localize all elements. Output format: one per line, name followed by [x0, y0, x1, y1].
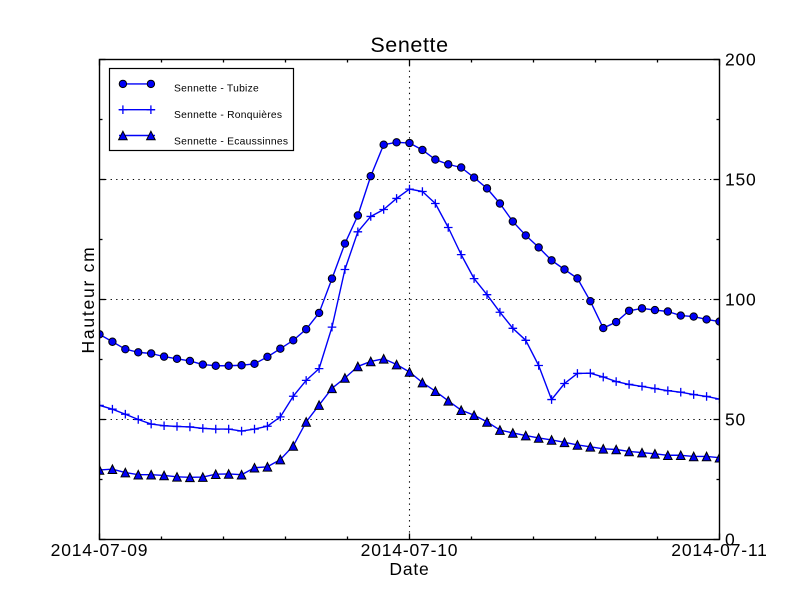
svg-text:Sennette - Ecaussinnes: Sennette - Ecaussinnes — [174, 137, 288, 148]
svg-text:Sennette - Tubize: Sennette - Tubize — [174, 83, 259, 94]
svg-text:200: 200 — [725, 50, 756, 70]
svg-text:50: 50 — [725, 410, 746, 430]
svg-text:Hauteur cm: Hauteur cm — [78, 246, 98, 354]
svg-text:2014-07-09: 2014-07-09 — [51, 540, 149, 560]
svg-text:0: 0 — [725, 530, 735, 550]
svg-text:Senette: Senette — [370, 33, 448, 57]
svg-text:100: 100 — [725, 290, 756, 310]
svg-text:2014-07-10: 2014-07-10 — [361, 540, 459, 560]
svg-text:2014-07-11: 2014-07-11 — [671, 540, 767, 560]
svg-text:Sennette - Ronquières: Sennette - Ronquières — [174, 110, 282, 121]
svg-text:150: 150 — [725, 170, 756, 190]
svg-text:Date: Date — [389, 559, 429, 579]
